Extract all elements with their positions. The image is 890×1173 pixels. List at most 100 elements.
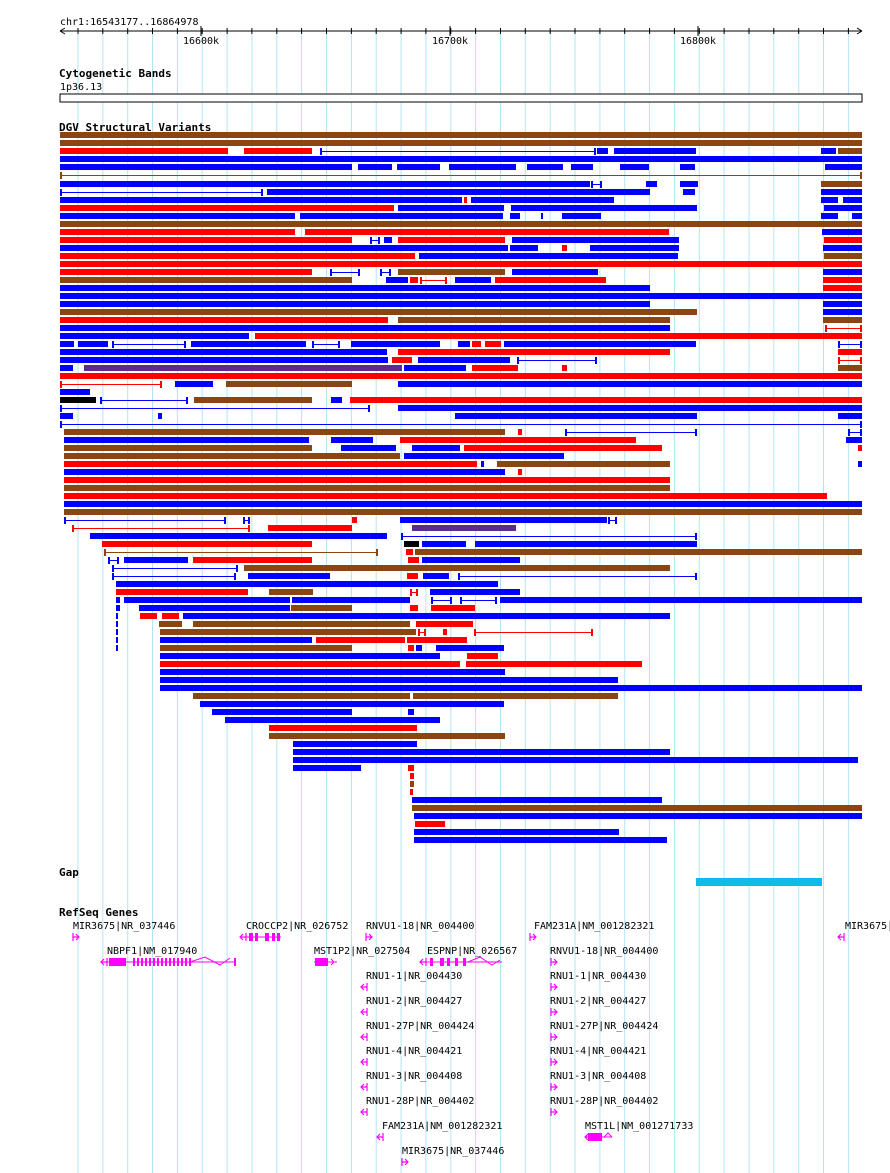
- gene-strand-arrow[interactable]: [360, 983, 368, 991]
- sv-feature[interactable]: [825, 164, 862, 170]
- sv-feature[interactable]: [64, 445, 312, 451]
- sv-feature[interactable]: [193, 693, 410, 699]
- sv-feature[interactable]: [398, 349, 670, 355]
- sv-feature[interactable]: [124, 557, 188, 563]
- sv-feature[interactable]: [200, 701, 504, 707]
- sv-feature[interactable]: [422, 541, 466, 547]
- sv-feature[interactable]: [541, 213, 543, 219]
- gene-label[interactable]: RNU1-2|NR_004427: [550, 996, 646, 1007]
- sv-feature[interactable]: [431, 605, 475, 611]
- sv-feature[interactable]: [392, 357, 412, 363]
- sv-feature[interactable]: [571, 164, 593, 170]
- sv-feature[interactable]: [407, 573, 418, 579]
- sv-feature[interactable]: [430, 589, 520, 595]
- gene-label[interactable]: RNU1-27P|NR_004424: [550, 1021, 658, 1032]
- sv-feature[interactable]: [194, 397, 312, 403]
- sv-feature[interactable]: [116, 613, 118, 619]
- sv-feature[interactable]: [518, 429, 522, 435]
- sv-feature[interactable]: [384, 237, 392, 243]
- sv-feature[interactable]: [821, 213, 838, 219]
- sv-feature[interactable]: [116, 645, 118, 651]
- gene-exon[interactable]: [249, 933, 253, 941]
- gene-exon[interactable]: [161, 958, 163, 966]
- sv-feature[interactable]: [413, 693, 618, 699]
- gene-exon[interactable]: [109, 958, 126, 966]
- sv-feature[interactable]: [269, 733, 505, 739]
- sv-feature[interactable]: [858, 445, 862, 451]
- sv-feature[interactable]: [412, 525, 516, 531]
- sv-feature[interactable]: [846, 437, 862, 443]
- gene-label[interactable]: RNU1-3|NR_004408: [550, 1071, 646, 1082]
- sv-feature[interactable]: [412, 445, 460, 451]
- sv-feature[interactable]: [423, 573, 449, 579]
- sv-feature[interactable]: [590, 245, 679, 251]
- sv-feature[interactable]: [597, 148, 608, 154]
- sv-feature[interactable]: [416, 645, 422, 651]
- gene-exon[interactable]: [447, 958, 450, 966]
- sv-feature[interactable]: [400, 437, 636, 443]
- sv-feature[interactable]: [64, 437, 309, 443]
- sv-feature[interactable]: [481, 461, 484, 467]
- gene-strand-arrow[interactable]: [837, 933, 845, 941]
- gene-strand-arrow[interactable]: [550, 1008, 558, 1016]
- gene-label[interactable]: RNVU1-18|NR_004400: [550, 946, 658, 957]
- sv-feature[interactable]: [471, 197, 614, 203]
- sv-feature[interactable]: [838, 413, 862, 419]
- sv-feature[interactable]: [193, 621, 410, 627]
- sv-feature[interactable]: [160, 645, 352, 651]
- gene-label[interactable]: NBPF1|NM_017940: [107, 946, 197, 957]
- gene-exon[interactable]: [169, 958, 171, 966]
- gene-strand-arrow[interactable]: [550, 1083, 558, 1091]
- sv-feature[interactable]: [495, 277, 606, 283]
- sv-feature[interactable]: [60, 365, 73, 371]
- sv-feature[interactable]: [60, 373, 862, 379]
- sv-feature[interactable]: [458, 341, 470, 347]
- sv-feature[interactable]: [464, 197, 467, 203]
- gene-strand-arrow[interactable]: [376, 1133, 384, 1141]
- gene-strand-arrow[interactable]: [365, 933, 373, 941]
- sv-feature[interactable]: [124, 597, 290, 603]
- sv-feature[interactable]: [398, 317, 670, 323]
- sv-feature[interactable]: [160, 661, 460, 667]
- sv-feature[interactable]: [680, 164, 695, 170]
- sv-feature[interactable]: [60, 389, 90, 395]
- sv-feature[interactable]: [614, 148, 696, 154]
- sv-feature[interactable]: [60, 221, 862, 227]
- sv-feature[interactable]: [60, 269, 312, 275]
- sv-feature[interactable]: [562, 245, 567, 251]
- sv-feature[interactable]: [472, 365, 518, 371]
- sv-feature[interactable]: [300, 213, 503, 219]
- sv-feature[interactable]: [500, 597, 862, 603]
- sv-feature[interactable]: [64, 501, 862, 507]
- gene-exon[interactable]: [149, 958, 151, 966]
- sv-feature[interactable]: [160, 629, 416, 635]
- gene-label[interactable]: MIR3675|NR_037446: [73, 921, 175, 932]
- sv-feature[interactable]: [398, 405, 862, 411]
- gene-exon[interactable]: [234, 958, 236, 966]
- gene-exon[interactable]: [181, 958, 183, 966]
- gene-label[interactable]: RNU1-28P|NR_004402: [550, 1096, 658, 1107]
- sv-feature[interactable]: [162, 613, 179, 619]
- sv-feature[interactable]: [60, 341, 74, 347]
- sv-feature[interactable]: [680, 181, 698, 187]
- sv-feature[interactable]: [404, 365, 466, 371]
- sv-feature[interactable]: [416, 621, 473, 627]
- sv-feature[interactable]: [60, 229, 295, 235]
- sv-feature[interactable]: [159, 621, 182, 627]
- sv-feature[interactable]: [269, 589, 313, 595]
- gene-label[interactable]: RNVU1-18|NR_004400: [366, 921, 474, 932]
- sv-feature[interactable]: [116, 629, 118, 635]
- sv-feature[interactable]: [64, 469, 505, 475]
- gene-strand-arrow[interactable]: [72, 933, 80, 941]
- sv-feature[interactable]: [824, 253, 862, 259]
- sv-feature[interactable]: [60, 397, 96, 403]
- sv-feature[interactable]: [404, 541, 419, 547]
- sv-feature[interactable]: [843, 197, 862, 203]
- sv-feature[interactable]: [414, 837, 667, 843]
- sv-feature[interactable]: [449, 164, 516, 170]
- sv-feature[interactable]: [511, 205, 697, 211]
- sv-feature[interactable]: [620, 164, 649, 170]
- sv-feature[interactable]: [466, 661, 642, 667]
- sv-feature[interactable]: [255, 333, 862, 339]
- sv-feature[interactable]: [102, 541, 312, 547]
